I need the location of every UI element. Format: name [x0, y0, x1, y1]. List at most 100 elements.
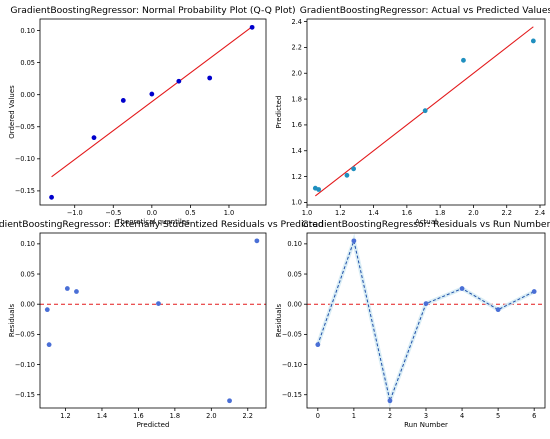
data-point [249, 24, 255, 30]
chart-panel-4: GradientBoostingRegressor: Residuals vs … [275, 219, 550, 429]
y-tick-label: −0.10 [15, 155, 35, 163]
y-tick-label: −0.15 [15, 391, 35, 399]
x-tick-label: 2.0 [206, 412, 217, 420]
x-axis-label: Predicted [137, 421, 170, 429]
data-point [387, 398, 393, 404]
x-tick-label: 0.0 [147, 209, 158, 217]
y-tick-label: 1.6 [292, 121, 303, 129]
data-point [531, 289, 537, 294]
x-tick-label: 2.0 [468, 209, 479, 217]
y-tick-label: 2.4 [292, 18, 303, 26]
y-tick-label: 2.2 [292, 44, 303, 52]
y-tick-label: 2.0 [292, 70, 303, 78]
x-tick-label: 0.5 [185, 209, 196, 217]
y-tick-label: 1.2 [292, 173, 303, 181]
data-point [315, 342, 321, 348]
data-point [459, 286, 465, 291]
axes-frame [306, 232, 546, 409]
chart-panel-3: GradientBoostingRegressor: Externally St… [0, 219, 324, 429]
data-point [49, 194, 54, 200]
y-axis-label: Residuals [8, 304, 16, 338]
data-point [316, 187, 322, 192]
data-point [207, 75, 213, 81]
y-tick-label: 1.4 [292, 147, 303, 155]
data-point [176, 78, 182, 84]
y-tick-label: 0.05 [20, 59, 35, 67]
y-tick-label: 0.00 [287, 301, 302, 309]
data-point [120, 98, 126, 103]
y-axis-label: Residuals [275, 304, 283, 338]
y-tick-label: 0.00 [20, 91, 35, 99]
chart-title: GradientBoostingRegressor: Actual vs Pre… [300, 5, 550, 16]
x-tick-label: 1.0 [302, 209, 313, 217]
x-axis-label: Run Number [404, 421, 448, 429]
data-point [423, 301, 429, 307]
y-tick-label: 1.8 [292, 95, 303, 103]
y-axis-label: Ordered Values [8, 85, 16, 139]
data-point [64, 286, 70, 291]
x-tick-label: 1 [352, 412, 356, 420]
axes-frame [306, 18, 546, 206]
y-tick-label: −0.10 [282, 361, 302, 369]
x-axis-label: Theoretical quantiles [115, 218, 190, 226]
axes-frame [39, 232, 267, 409]
data-point [351, 166, 357, 172]
data-point [530, 38, 536, 44]
y-tick-label: −0.05 [15, 123, 35, 131]
data-point [495, 307, 501, 313]
data-point [344, 172, 350, 178]
plot-area [312, 26, 536, 197]
y-tick-label: 0.05 [20, 270, 35, 278]
x-tick-label: −1.0 [67, 209, 83, 217]
data-point [46, 342, 52, 348]
x-tick-label: 1.2 [60, 412, 71, 420]
series-line [317, 239, 535, 403]
x-axis-label: Actual [415, 218, 437, 226]
x-tick-label: 1.8 [170, 412, 181, 420]
x-tick-label: 2 [388, 412, 392, 420]
data-point [74, 289, 79, 294]
plot-area [40, 238, 266, 404]
x-tick-label: −0.5 [105, 209, 121, 217]
data-point [351, 238, 357, 244]
series-shadow-line [315, 233, 536, 408]
y-tick-label: −0.15 [282, 391, 302, 399]
y-tick-label: 0.10 [20, 240, 35, 248]
x-tick-label: 1.0 [224, 209, 235, 217]
x-tick-label: 3 [424, 412, 428, 420]
y-axis-label: Predicted [275, 96, 283, 129]
data-point [227, 398, 232, 404]
data-point [44, 307, 50, 313]
x-tick-label: 1.2 [335, 209, 346, 217]
data-point [156, 301, 161, 307]
x-tick-label: 1.6 [133, 412, 144, 420]
x-tick-label: 2.2 [243, 412, 254, 420]
y-tick-label: 0.05 [287, 270, 302, 278]
x-tick-label: 1.6 [402, 209, 413, 217]
fit-line [51, 26, 253, 178]
y-tick-label: 0.10 [20, 27, 35, 35]
y-tick-label: 0.00 [20, 301, 35, 309]
y-tick-label: −0.05 [282, 331, 302, 339]
chart-panel-1: GradientBoostingRegressor: Normal Probab… [8, 5, 296, 226]
y-tick-label: −0.10 [15, 361, 35, 369]
plot-area [49, 24, 255, 200]
x-tick-label: 2.2 [501, 209, 512, 217]
y-tick-label: 0.10 [287, 240, 302, 248]
chart-title: GradientBoostingRegressor: Externally St… [0, 219, 324, 230]
data-point [461, 57, 466, 63]
chart-title: GradientBoostingRegressor: Normal Probab… [10, 5, 295, 16]
data-point [422, 108, 428, 114]
x-tick-label: 4 [460, 412, 464, 420]
data-point [149, 91, 155, 97]
axes-frame [39, 18, 267, 206]
x-tick-label: 1.4 [368, 209, 379, 217]
x-tick-label: 5 [496, 412, 500, 420]
chart-panel-2: GradientBoostingRegressor: Actual vs Pre… [275, 5, 550, 226]
x-tick-label: 1.8 [435, 209, 446, 217]
x-tick-label: 2.4 [535, 209, 546, 217]
x-tick-label: 6 [532, 412, 536, 420]
chart-title: GradientBoostingRegressor: Residuals vs … [302, 219, 550, 230]
y-tick-label: 1.0 [292, 199, 303, 207]
